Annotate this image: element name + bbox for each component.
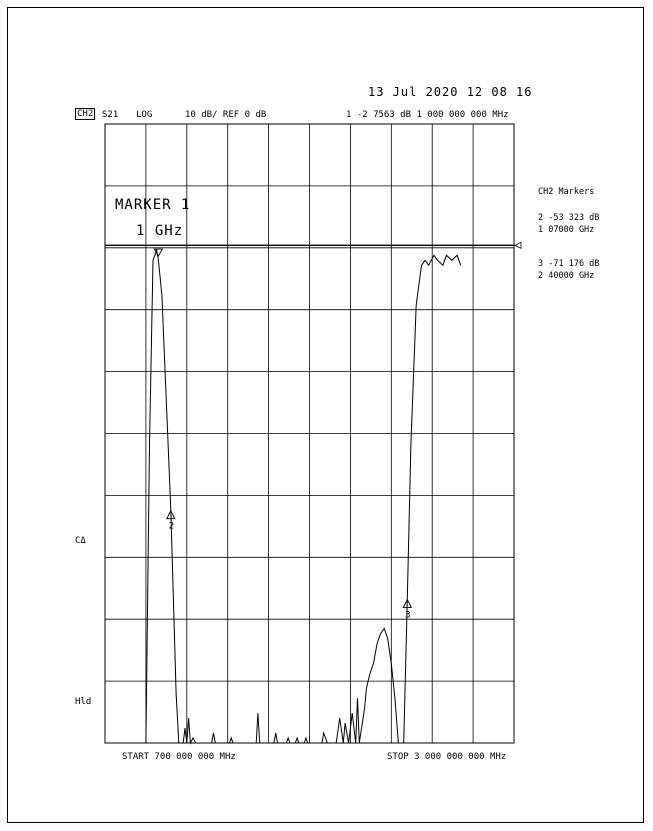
- marker-annotation-line1: MARKER 1: [115, 197, 191, 213]
- marker-2-label: 2: [169, 522, 174, 532]
- marker-annotation-line2: 1 GHz: [136, 223, 184, 239]
- side-marker-2-value: 2 -53 323 dB: [538, 213, 600, 223]
- channel-box: CH2: [75, 108, 96, 120]
- marker-1-symbol: [153, 248, 164, 257]
- plot-frame: [7, 7, 644, 823]
- param-label: S21: [102, 110, 119, 120]
- format-label: LOG: [136, 110, 153, 120]
- marker-2-symbol: [166, 509, 176, 520]
- channel-label: CH2: [75, 108, 96, 120]
- marker-3-label: 3: [405, 611, 410, 621]
- side-marker-3-value: 3 -71 176 dB: [538, 259, 600, 269]
- marker-readout: 1 -2 7563 dB 1 000 000 000 MHz: [346, 110, 509, 120]
- side-marker-3-freq: 2 40000 GHz: [538, 271, 595, 281]
- trace-line: [105, 248, 462, 745]
- start-frequency: START 700 000 000 MHz: [122, 752, 236, 762]
- marker-3-symbol: [402, 598, 413, 608]
- side-panel-title: CH2 Markers: [538, 187, 595, 197]
- side-marker-2-freq: 1 07000 GHz: [538, 225, 595, 235]
- scale-ref-label: 10 dB/ REF 0 dB: [185, 110, 267, 120]
- ca-label: CΔ: [75, 536, 86, 546]
- reference-arrow: [514, 241, 522, 249]
- datetime: 13 Jul 2020 12 08 16: [368, 85, 533, 99]
- stop-frequency: STOP 3 000 000 000 MHz: [387, 752, 507, 762]
- hld-label: Hld: [75, 697, 92, 707]
